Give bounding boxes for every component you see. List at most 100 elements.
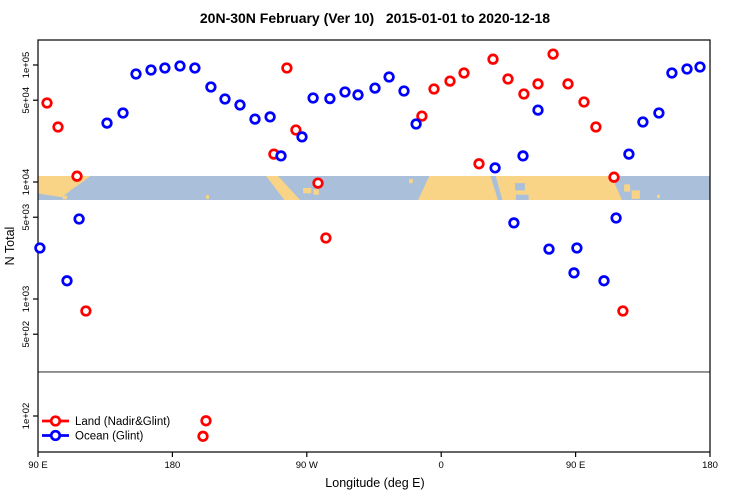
land-data-point <box>502 73 514 85</box>
ocean-data-point <box>681 63 693 75</box>
ocean-data-point <box>174 60 186 72</box>
map-land-segment <box>206 195 209 199</box>
legend: Land (Nadir&Glint) Ocean (Glint) <box>42 415 170 443</box>
legend-marker <box>49 415 62 427</box>
ocean-data-point <box>324 92 336 105</box>
x-tick-label: 0 <box>439 460 444 471</box>
world-map-band <box>38 176 710 200</box>
plot-frame <box>37 39 711 453</box>
land-data-point <box>71 170 83 182</box>
land-data-point <box>562 78 574 90</box>
ocean-data-point <box>117 107 129 119</box>
ocean-data-point <box>159 62 171 74</box>
map-ocean-segment <box>490 176 503 200</box>
land-data-point <box>416 110 428 122</box>
ocean-data-point <box>694 61 706 73</box>
ocean-data-point <box>508 217 520 229</box>
land-data-point <box>578 96 590 108</box>
land-data-point <box>444 75 456 87</box>
ocean-data-point <box>398 85 410 97</box>
ocean-data-point <box>410 118 422 130</box>
land-data-point <box>458 67 470 79</box>
land-data-point <box>547 48 559 60</box>
ocean-data-point <box>568 267 580 279</box>
ocean-data-point <box>637 116 649 128</box>
ocean-data-point <box>623 148 635 160</box>
y-tick-label: 1e+02 <box>21 403 32 430</box>
map-land-segment <box>303 188 312 194</box>
map-land-segment <box>62 195 68 200</box>
land-data-point <box>608 171 620 183</box>
land-data-point <box>518 88 530 100</box>
land-data-point <box>473 158 485 170</box>
chart-title: 20N-30N February (Ver 10) 2015-01-01 to … <box>200 10 550 26</box>
ocean-data-point <box>275 150 287 162</box>
legend-label: Ocean (Glint) <box>75 431 144 443</box>
ocean-data-point <box>369 82 381 94</box>
ocean-data-point <box>61 275 73 287</box>
land-data-point <box>532 78 544 90</box>
map-ocean-segment <box>515 194 529 200</box>
y-tick-label: 5e+02 <box>21 321 32 348</box>
land-data-point <box>52 121 64 133</box>
land-data-point <box>428 83 440 95</box>
map-land-segment <box>624 184 631 192</box>
ocean-data-point <box>666 67 678 79</box>
x-tick-label: 90 E <box>566 460 586 471</box>
land-data-point <box>290 124 302 136</box>
ocean-data-point <box>352 89 364 101</box>
land-data-point <box>487 53 499 65</box>
ocean-data-point <box>130 68 142 80</box>
y-axis-title: N Total <box>3 227 17 266</box>
ocean-data-point <box>307 92 319 104</box>
ocean-data-point <box>517 150 529 162</box>
x-tick-label: 90 W <box>296 460 318 471</box>
y-tick-label: 1e+05 <box>21 52 32 79</box>
x-axis-title: Longitude (deg E) <box>325 476 424 490</box>
y-tick-label: 5e+04 <box>21 87 32 114</box>
ocean-data-point <box>264 111 276 123</box>
ocean-data-point <box>249 113 261 125</box>
ocean-data-point <box>383 71 395 83</box>
ocean-data-point <box>532 104 544 116</box>
x-tick-label: 180 <box>702 460 718 471</box>
ocean-data-point <box>543 243 555 255</box>
y-tick-label: 1e+03 <box>21 286 32 313</box>
land-data-point <box>617 305 629 317</box>
ocean-data-point <box>339 86 351 98</box>
map-land-segment <box>409 178 413 184</box>
map-land-segment <box>266 176 301 200</box>
land-data-point <box>590 121 602 133</box>
x-tick-label: 180 <box>164 460 180 471</box>
ocean-data-point <box>296 131 308 143</box>
map-land-segment <box>656 194 660 199</box>
ocean-data-point <box>189 62 201 74</box>
ocean-data-point <box>205 81 217 93</box>
land-data-point <box>41 97 53 109</box>
y-tick-label: 5e+03 <box>21 204 32 231</box>
ocean-data-point <box>653 107 665 119</box>
ocean-data-point <box>234 99 246 111</box>
land-data-point <box>312 177 324 189</box>
x-tick-label: 90 E <box>28 460 48 471</box>
map-ocean-segment <box>515 183 525 191</box>
map-land-segment <box>631 190 640 199</box>
land-data-point <box>281 62 293 74</box>
ocean-data-point <box>571 242 583 254</box>
ocean-data-point <box>610 212 622 224</box>
land-data-point <box>80 305 92 317</box>
ocean-data-point <box>219 93 231 105</box>
legend-marker <box>49 429 62 442</box>
ocean-data-point <box>598 275 610 287</box>
legend-label: Land (Nadir&Glint) <box>75 416 170 428</box>
y-tick-label: 1e+04 <box>21 169 32 196</box>
land-data-point <box>320 232 332 244</box>
ocean-data-point <box>145 64 157 76</box>
ocean-data-point <box>34 242 46 254</box>
axes: 90 E 180 90 W 0 90 E 180 1e+05 5e+04 1e+04 5e+03 1… <box>21 39 718 471</box>
map-land-segment <box>313 189 319 195</box>
land-data-point <box>200 415 212 427</box>
ocean-data-point <box>101 117 113 129</box>
